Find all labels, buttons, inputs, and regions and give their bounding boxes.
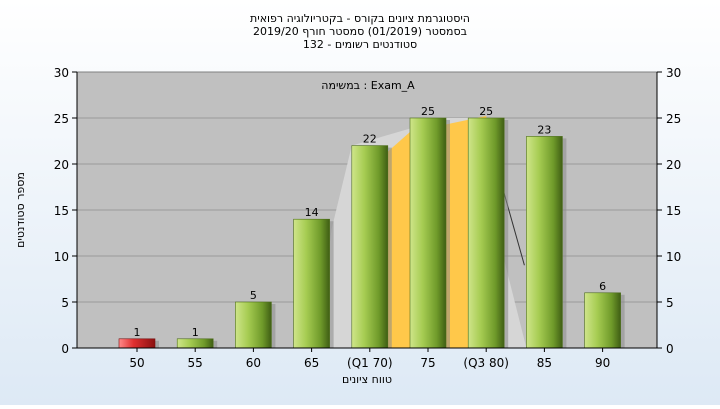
x-axis-label: טווח ציונים — [342, 373, 392, 386]
x-tick-label: (Q1 70) — [347, 356, 393, 370]
x-tick-label: 90 — [595, 356, 610, 370]
bar-value-label: 1 — [134, 326, 141, 339]
x-axis: 50 55 60 65 (Q1 70) 75 (Q3 80) 85 90 — [77, 347, 657, 370]
bar — [293, 218, 330, 349]
bar — [584, 292, 621, 349]
y-tick-label-right: 15 — [666, 204, 681, 218]
y-axis-right: 0 5 10 15 20 25 30 — [656, 66, 681, 356]
bar — [118, 338, 156, 349]
bar-value-label: 22 — [363, 133, 377, 146]
bar-value-label: 23 — [537, 123, 551, 136]
y-axis-label: מספר סטודנטים — [14, 172, 27, 248]
y-tick-label-right: 30 — [666, 66, 681, 80]
x-tick-label: (Q3 80) — [463, 356, 509, 370]
y-tick-label-right: 25 — [666, 112, 681, 126]
bar-value-label: 5 — [250, 289, 257, 302]
bar-value-label: 14 — [305, 206, 319, 219]
bar — [351, 145, 389, 349]
x-tick-label: 75 — [420, 356, 435, 370]
bar — [409, 117, 447, 349]
bar-value-label: 6 — [599, 280, 606, 293]
y-tick-label-left: 0 — [61, 342, 69, 356]
x-tick-label: 55 — [188, 356, 203, 370]
chart-title-line-3: סטודנטים רשומים - 132 — [303, 38, 417, 51]
y-tick-label-right: 0 — [666, 342, 674, 356]
chart-title-line-1: היסטוגרמת ציונים בקורס - בקטריולוגיה רפו… — [250, 12, 470, 25]
bar-value-label: 1 — [192, 326, 199, 339]
x-tick-label: 60 — [246, 356, 261, 370]
bar-value-label: 25 — [421, 105, 435, 118]
y-tick-label-right: 10 — [666, 250, 681, 264]
bars — [118, 117, 625, 349]
y-tick-label-left: 25 — [54, 112, 69, 126]
y-tick-label-left: 15 — [54, 204, 69, 218]
bar-value-label: 25 — [479, 105, 493, 118]
bar — [176, 338, 214, 349]
annotation-label: במשימה : Exam_A — [321, 79, 415, 92]
bar — [235, 301, 272, 349]
y-tick-label-right: 20 — [666, 158, 681, 172]
bar-value-labels: 1 1 5 14 22 25 25 23 6 — [134, 105, 607, 339]
x-tick-label: 65 — [304, 356, 319, 370]
y-tick-label-left: 5 — [61, 296, 69, 310]
x-tick-label: 85 — [537, 356, 552, 370]
bar — [526, 136, 563, 349]
y-axis-left: 0 5 10 15 20 25 30 — [54, 66, 78, 356]
y-tick-label-left: 10 — [54, 250, 69, 264]
bar — [467, 117, 505, 349]
x-tick-label: 50 — [129, 356, 144, 370]
y-tick-label-left: 20 — [54, 158, 69, 172]
y-tick-label-right: 5 — [666, 296, 674, 310]
chart-title-line-2: בסמסטר (01/2019) סמסטר חורף 2019/20 — [253, 25, 467, 38]
y-tick-label-left: 30 — [54, 66, 69, 80]
